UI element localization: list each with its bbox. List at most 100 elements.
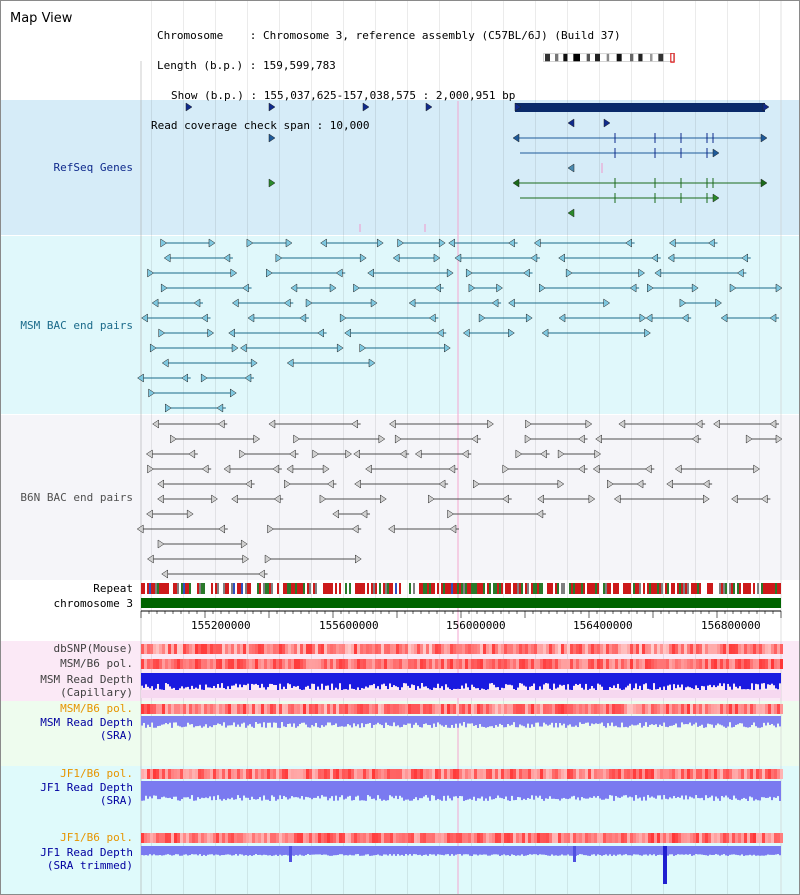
track-label-jf1-b6-pol[interactable]: JF1/B6 pol.	[60, 767, 133, 780]
depth-bar	[681, 716, 683, 723]
heat-cell	[486, 833, 489, 843]
heat-cell	[714, 704, 717, 714]
track-label-jf1-b6-pol-2[interactable]: JF1/B6 pol.	[60, 831, 133, 844]
track-label-msm-b6-pol[interactable]: MSM/B6 pol.	[60, 657, 133, 670]
repeat-segment	[569, 583, 571, 594]
depth-bar	[527, 781, 529, 799]
track-label-refseq[interactable]: RefSeq Genes	[53, 161, 133, 174]
track-label-msm-depth-sra[interactable]: MSM Read Depth (SRA)	[40, 716, 133, 742]
depth-bar	[485, 716, 487, 728]
heat-cell	[777, 704, 780, 714]
heat-cell	[270, 644, 273, 654]
track-label-msm-b6-pol-2[interactable]: MSM/B6 pol.	[60, 702, 133, 715]
chromosome-ideogram[interactable]	[531, 53, 689, 63]
depth-bar	[371, 673, 373, 686]
repeat-segment	[677, 583, 679, 594]
depth-bar	[555, 673, 557, 689]
depth-bar	[625, 846, 627, 855]
repeat-segment	[469, 583, 471, 594]
heat-cell	[483, 659, 486, 669]
depth-bar	[649, 846, 651, 855]
depth-bar	[333, 846, 335, 856]
heat-cell	[231, 833, 234, 843]
heat-cell	[177, 833, 180, 843]
heat-cell	[165, 769, 168, 779]
repeat-segment	[227, 583, 229, 594]
b6n-bac-end	[211, 494, 218, 504]
track-label-b6n-bac[interactable]: B6N BAC end pairs	[20, 491, 133, 504]
track-label-jf1-depth-trimmed[interactable]: JF1 Read Depth (SRA trimmed)	[40, 846, 133, 872]
depth-bar	[603, 846, 605, 856]
heat-cell	[507, 769, 510, 779]
heat-cell	[771, 769, 774, 779]
heat-cell	[582, 644, 585, 654]
heat-cell	[582, 704, 585, 714]
heat-cell	[327, 659, 330, 669]
depth-bar	[557, 781, 559, 800]
depth-bar	[177, 781, 179, 801]
depth-bar	[217, 846, 219, 855]
heat-cell	[312, 704, 315, 714]
depth-bar	[525, 716, 527, 728]
heat-cell	[438, 769, 441, 779]
heat-cell	[201, 704, 204, 714]
depth-bar	[305, 716, 307, 725]
msm-bac-end	[478, 313, 486, 323]
depth-bar	[713, 673, 715, 686]
track-label-repeat[interactable]: Repeat	[93, 582, 133, 595]
depth-bar	[469, 673, 471, 691]
depth-bar	[379, 781, 381, 799]
heat-cell	[597, 769, 600, 779]
heat-cell	[441, 769, 444, 779]
depth-bar	[151, 716, 153, 723]
heat-cell	[159, 704, 162, 714]
depth-bar	[531, 781, 533, 796]
b6n-bac-end	[557, 449, 565, 459]
heat-cell	[384, 704, 387, 714]
depth-bar	[381, 673, 383, 685]
depth-bar	[611, 673, 613, 688]
heat-cell	[669, 704, 672, 714]
track-label-msm-depth-capillary[interactable]: MSM Read Depth (Capillary)	[40, 673, 133, 699]
heat-cell	[252, 833, 255, 843]
heat-cell	[522, 704, 525, 714]
track-label-jf1-depth-sra[interactable]: JF1 Read Depth (SRA)	[40, 781, 133, 807]
depth-bar	[487, 846, 489, 856]
heat-cell	[537, 659, 540, 669]
heat-cell	[690, 833, 693, 843]
heat-cell	[468, 644, 471, 654]
heat-cell	[195, 769, 198, 779]
heat-cell	[318, 704, 321, 714]
repeat-segment	[149, 583, 151, 594]
heat-cell	[570, 833, 573, 843]
track-label-dbsnp[interactable]: dbSNP(Mouse)	[53, 642, 133, 655]
heat-cell	[243, 644, 246, 654]
heat-cell	[600, 833, 603, 843]
heat-cell	[537, 644, 540, 654]
repeat-segment	[409, 583, 411, 594]
heat-cell	[252, 644, 255, 654]
depth-bar	[513, 716, 515, 723]
heat-cell	[156, 833, 159, 843]
heat-cell	[456, 704, 459, 714]
heat-cell	[366, 704, 369, 714]
repeat-segment	[655, 583, 657, 594]
depth-bar	[621, 846, 623, 856]
depth-bar	[161, 781, 163, 798]
depth-bar	[261, 846, 263, 856]
depth-bar	[309, 673, 311, 689]
depth-bar	[407, 673, 409, 686]
heat-cell	[315, 704, 318, 714]
msm-bac-end	[625, 238, 632, 248]
depth-bar	[373, 673, 375, 684]
depth-bar	[537, 846, 539, 856]
depth-bar	[503, 846, 505, 855]
track-label-chromosome[interactable]: chromosome 3	[53, 597, 133, 610]
heat-cell	[462, 769, 465, 779]
heat-cell	[390, 769, 393, 779]
track-label-msm-bac[interactable]: MSM BAC end pairs	[20, 319, 133, 332]
msm-bac-end	[339, 313, 347, 323]
depth-bar	[335, 781, 337, 796]
depth-bar	[699, 781, 701, 799]
